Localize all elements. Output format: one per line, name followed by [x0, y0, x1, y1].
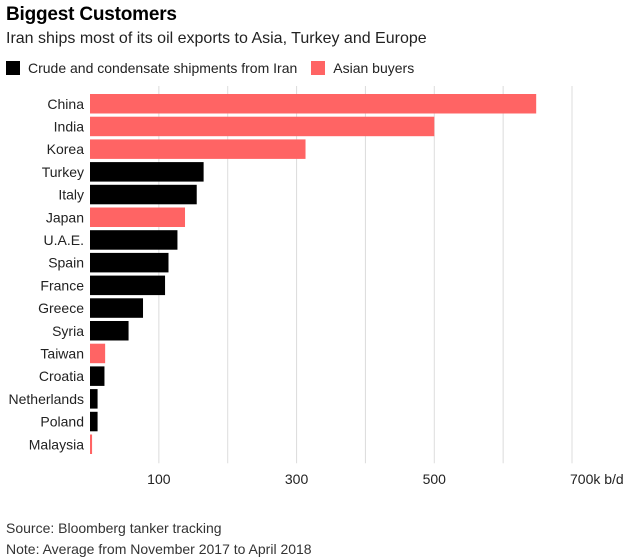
category-label: Korea: [47, 141, 85, 157]
bar-india: [90, 116, 435, 137]
category-label: China: [47, 96, 84, 112]
bar-taiwan: [90, 343, 106, 364]
x-tick-label: 100: [147, 471, 171, 486]
legend-label: Crude and condensate shipments from Iran: [28, 60, 298, 76]
bar-turkey: [90, 162, 204, 182]
category-label: Croatia: [39, 368, 84, 384]
chart-title: Biggest Customers: [6, 4, 177, 25]
legend: Crude and condensate shipments from Iran…: [6, 60, 428, 76]
bar-china: [90, 94, 537, 114]
legend-item-iran-shipments: Crude and condensate shipments from Iran: [6, 60, 297, 76]
bar-france: [90, 275, 166, 296]
bar-malaysia: [90, 434, 93, 454]
bar-italy: [90, 184, 197, 205]
category-label: Syria: [52, 323, 84, 339]
category-label: Taiwan: [40, 345, 84, 361]
legend-label: Asian buyers: [333, 60, 415, 76]
category-label: Spain: [48, 255, 84, 271]
category-label: India: [54, 118, 85, 134]
bar-u-a-e-: [90, 230, 178, 250]
source-note: Source: Bloomberg tanker tracking: [6, 520, 222, 536]
category-label: Greece: [38, 300, 84, 316]
category-label: France: [40, 277, 84, 293]
bar-chart: China India Korea Turkey Italy Japan U.A.E. Spa…: [9, 86, 624, 486]
bar-poland: [90, 411, 98, 432]
footnotes: Source: Bloomberg tanker tracking Note: …: [6, 518, 312, 560]
category-label: Japan: [46, 209, 84, 225]
bar-syria: [90, 321, 129, 341]
category-label: U.A.E.: [44, 232, 84, 248]
category-label: Netherlands: [9, 391, 85, 407]
bar-japan: [90, 207, 186, 227]
legend-swatch-black: [6, 61, 20, 75]
category-label: Turkey: [42, 164, 84, 180]
x-tick-label: 700k b/d: [570, 471, 624, 486]
category-label: Poland: [40, 414, 84, 430]
bar-korea: [90, 139, 306, 159]
x-tick-label: 500: [423, 471, 447, 486]
x-tick-label: 300: [285, 471, 309, 486]
bar-spain: [90, 252, 169, 273]
chart-subtitle: Iran ships most of its oil exports to As…: [6, 30, 427, 47]
bar-croatia: [90, 366, 105, 386]
bar-greece: [90, 298, 144, 318]
legend-item-asian-buyers: Asian buyers: [311, 60, 414, 76]
category-label: Italy: [58, 187, 84, 203]
category-label: Malaysia: [29, 436, 84, 452]
bar-netherlands: [90, 389, 98, 409]
average-note: Note: Average from November 2017 to Apri…: [6, 541, 312, 557]
legend-swatch-red: [311, 61, 326, 75]
